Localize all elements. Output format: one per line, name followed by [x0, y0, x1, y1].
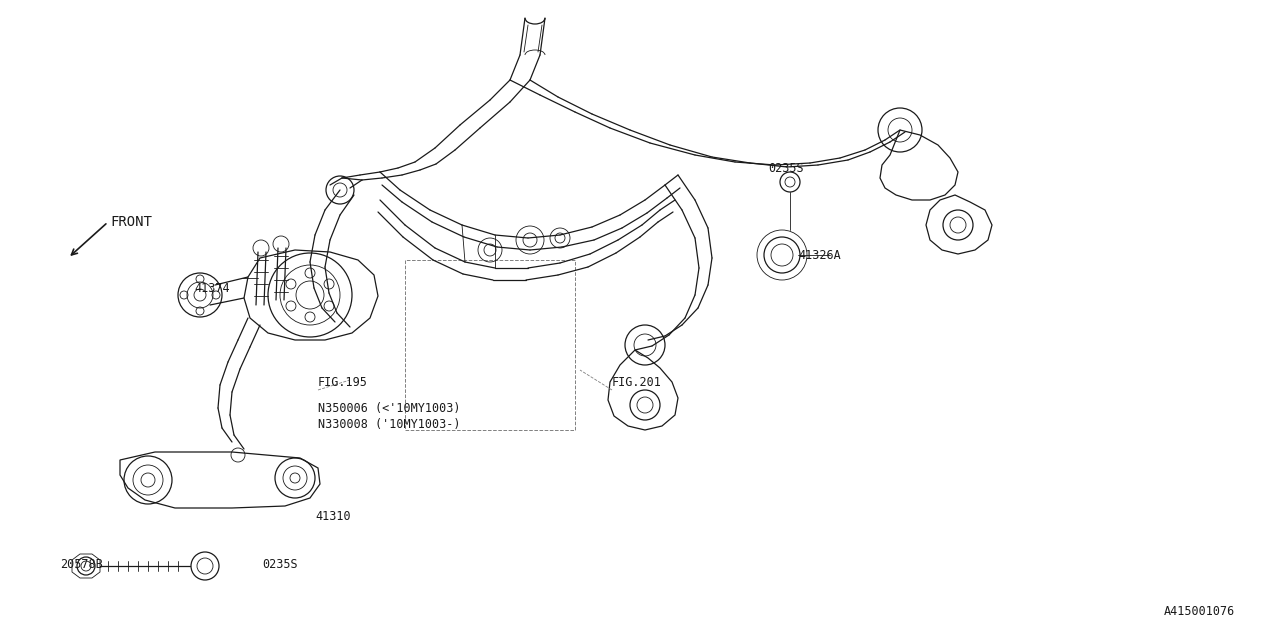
Text: 20578B: 20578B: [60, 559, 102, 572]
Text: 0235S: 0235S: [768, 161, 804, 175]
Text: A415001076: A415001076: [1164, 605, 1235, 618]
Text: 41326A: 41326A: [797, 248, 841, 262]
Text: N350006 (<'10MY1003): N350006 (<'10MY1003): [317, 401, 461, 415]
Text: FIG.195: FIG.195: [317, 376, 367, 388]
Text: 41374: 41374: [195, 282, 229, 294]
Text: 41310: 41310: [315, 509, 351, 522]
Text: FIG.201: FIG.201: [612, 376, 662, 388]
Text: 0235S: 0235S: [262, 559, 298, 572]
Text: N330008 ('10MY1003-): N330008 ('10MY1003-): [317, 417, 461, 431]
Text: FRONT: FRONT: [110, 215, 152, 229]
